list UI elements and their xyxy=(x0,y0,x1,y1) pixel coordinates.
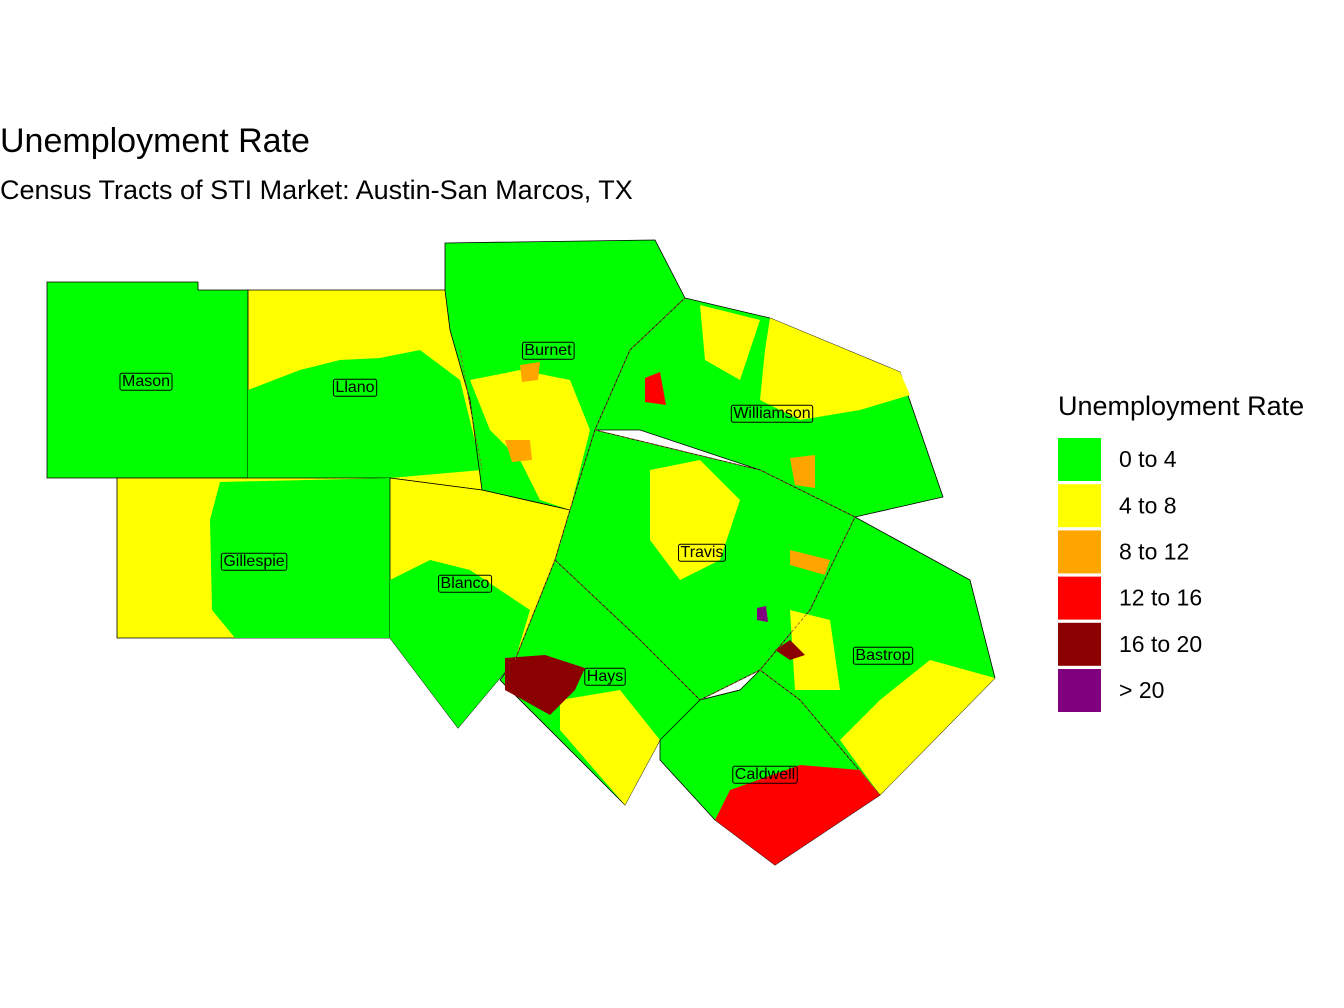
tract-area xyxy=(760,318,910,420)
legend-label: 12 to 16 xyxy=(1119,585,1202,611)
tract-area xyxy=(840,660,995,795)
tract-area xyxy=(757,606,768,622)
county-label: Llano xyxy=(335,379,374,396)
tract-area xyxy=(560,690,660,805)
legend-title: Unemployment Rate xyxy=(1058,391,1304,421)
tract-area xyxy=(505,440,532,462)
county-label-box xyxy=(438,574,493,593)
county-label-box xyxy=(732,765,798,784)
legend-swatch xyxy=(1058,576,1101,620)
tract-area xyxy=(520,362,540,382)
legend: 0 to 4 4 to 8 8 to 12 12 to 16 16 to 20 > 20 xyxy=(1058,438,1202,712)
county-label: Burnet xyxy=(524,342,572,359)
legend-label: 8 to 12 xyxy=(1119,538,1189,564)
county-label-box xyxy=(119,372,173,391)
county-label: Williamson xyxy=(733,405,810,422)
legend-label: 4 to 8 xyxy=(1119,492,1177,518)
tract-area xyxy=(650,460,740,580)
county-label-box xyxy=(521,341,575,360)
tract-area xyxy=(505,655,585,715)
tract-area xyxy=(790,610,840,690)
county-label: Mason xyxy=(122,373,170,390)
legend-swatch xyxy=(1058,484,1101,528)
map xyxy=(46,239,996,866)
county-border xyxy=(759,669,881,796)
county-label: Blanco xyxy=(441,575,490,592)
legend-label: > 20 xyxy=(1119,677,1164,703)
county-label: Hays xyxy=(587,668,623,685)
legend-label: 16 to 20 xyxy=(1119,631,1202,657)
county-label-box xyxy=(730,404,814,423)
county-label-box xyxy=(678,543,726,562)
county-border xyxy=(514,297,686,661)
tract-area xyxy=(715,765,880,865)
tract-area xyxy=(790,550,830,575)
legend-swatch xyxy=(1058,669,1101,712)
county-label-box xyxy=(220,552,288,571)
tract-area xyxy=(775,640,805,660)
tract-area xyxy=(645,372,666,405)
title: Unemployment Rate xyxy=(0,122,310,160)
tract-area xyxy=(790,455,815,488)
legend-swatch xyxy=(1058,438,1101,481)
county-label: Travis xyxy=(681,544,724,561)
tract-area xyxy=(248,350,482,478)
tract-area xyxy=(390,560,530,728)
county-label: Bastrop xyxy=(855,647,910,664)
county-label-box xyxy=(584,667,626,686)
county-label-box xyxy=(332,378,378,397)
county-border xyxy=(459,349,483,471)
tract-area xyxy=(700,305,760,380)
tract-area xyxy=(210,478,390,638)
county-label: Caldwell xyxy=(735,766,795,783)
legend-swatch xyxy=(1058,530,1101,574)
county-label-box xyxy=(852,646,914,665)
county-label: Gillespie xyxy=(223,553,284,570)
legend-swatch xyxy=(1058,622,1101,666)
subtitle: Census Tracts of STI Market: Austin-San … xyxy=(0,175,633,205)
county-border xyxy=(554,429,856,701)
legend-label: 0 to 4 xyxy=(1119,446,1177,472)
